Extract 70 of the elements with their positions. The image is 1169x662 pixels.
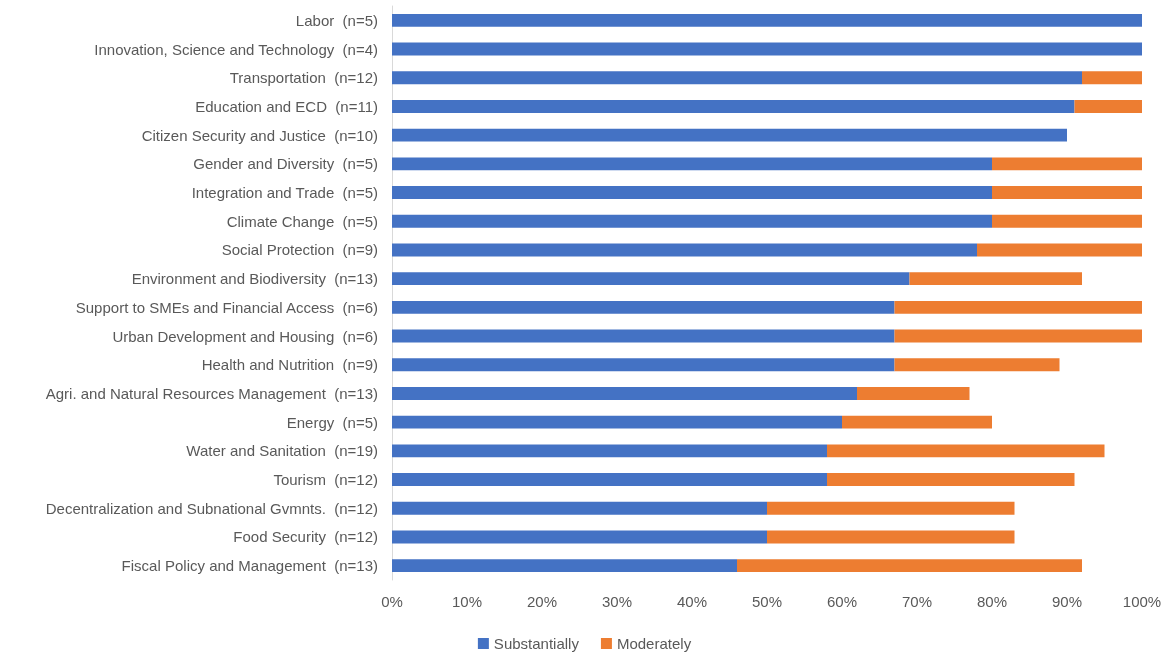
y-tick-label: Climate Change (n=5) bbox=[226, 212, 378, 230]
bar bbox=[977, 243, 1142, 257]
y-tick-label: Support to SMEs and Financial Access (n=6) bbox=[75, 298, 378, 316]
y-tick-label: Gender and Diversity (n=5) bbox=[193, 155, 378, 173]
legend-label: Substantially bbox=[493, 635, 580, 652]
bar bbox=[1074, 99, 1142, 113]
y-tick-label: Education and ECD (n=11) bbox=[195, 97, 378, 115]
y-tick-label: Social Protection (n=9) bbox=[221, 241, 378, 259]
bar bbox=[392, 13, 1142, 27]
bar bbox=[842, 415, 992, 429]
bar bbox=[894, 358, 1060, 372]
y-tick-label: Fiscal Policy and Management (n=13) bbox=[121, 557, 378, 575]
x-tick-label: 0% bbox=[381, 593, 403, 610]
bar bbox=[392, 128, 1067, 142]
bar bbox=[737, 559, 1082, 573]
bar bbox=[827, 444, 1105, 458]
x-tick-label: 100% bbox=[1122, 593, 1162, 610]
y-tick-label: Citizen Security and Justice (n=10) bbox=[141, 126, 378, 144]
x-tick-label: 40% bbox=[676, 593, 708, 610]
y-tick-label: Innovation, Science and Technology (n=4) bbox=[94, 40, 378, 58]
bar bbox=[767, 501, 1015, 515]
bar bbox=[392, 386, 857, 400]
x-tick-label: 30% bbox=[601, 593, 633, 610]
bar bbox=[767, 530, 1015, 544]
bar bbox=[992, 214, 1142, 228]
bar bbox=[392, 157, 992, 171]
bar bbox=[392, 42, 1142, 56]
bar bbox=[392, 214, 992, 228]
y-tick-label: Integration and Trade (n=5) bbox=[191, 184, 378, 202]
bar bbox=[392, 99, 1075, 113]
bar bbox=[392, 473, 827, 487]
bar bbox=[857, 386, 970, 400]
x-tick-label: 90% bbox=[1051, 593, 1083, 610]
x-tick-label: 70% bbox=[901, 593, 933, 610]
bar bbox=[992, 157, 1142, 171]
bar bbox=[392, 559, 737, 573]
y-tick-label: Labor (n=5) bbox=[295, 11, 378, 29]
bar bbox=[392, 243, 977, 257]
y-tick-label: Tourism (n=12) bbox=[273, 471, 378, 489]
x-tick-label: 20% bbox=[526, 593, 558, 610]
bar bbox=[392, 329, 895, 343]
y-tick-label: Agri. and Natural Resources Management (n=13) bbox=[45, 384, 378, 402]
y-tick-label: Health and Nutrition (n=9) bbox=[201, 356, 378, 374]
y-tick-label: Energy (n=5) bbox=[286, 413, 378, 431]
x-tick-label: 50% bbox=[751, 593, 783, 610]
x-tick-label: 60% bbox=[826, 593, 858, 610]
bar bbox=[894, 329, 1142, 343]
y-tick-label: Transportation (n=12) bbox=[229, 69, 378, 87]
bar bbox=[392, 415, 842, 429]
bar bbox=[392, 71, 1082, 85]
y-tick-label: Food Security (n=12) bbox=[233, 528, 378, 546]
x-tick-label: 80% bbox=[976, 593, 1008, 610]
bar bbox=[392, 186, 992, 200]
bar bbox=[909, 272, 1082, 286]
y-tick-label: Urban Development and Housing (n=6) bbox=[112, 327, 378, 345]
bar bbox=[392, 272, 910, 286]
bar bbox=[392, 444, 827, 458]
x-tick-label: 10% bbox=[451, 593, 483, 610]
bar bbox=[392, 358, 895, 372]
bar bbox=[992, 186, 1142, 200]
y-tick-label: Environment and Biodiversity (n=13) bbox=[131, 270, 378, 288]
legend-label: Moderately bbox=[616, 635, 692, 652]
bar bbox=[392, 530, 767, 544]
y-tick-label: Decentralization and Subnational Gvmnts. (n=12) bbox=[45, 499, 378, 517]
bar bbox=[392, 501, 767, 515]
bar bbox=[894, 300, 1142, 314]
y-tick-label: Water and Sanitation (n=19) bbox=[186, 442, 378, 460]
bar bbox=[392, 300, 895, 314]
bar bbox=[827, 473, 1075, 487]
bar bbox=[1082, 71, 1142, 85]
